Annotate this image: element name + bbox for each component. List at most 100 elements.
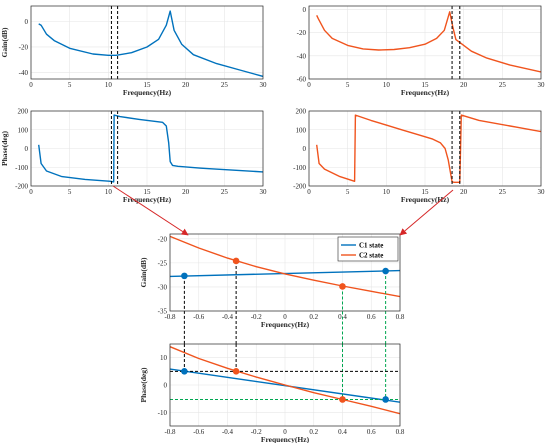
x-tick-label: 0 xyxy=(29,81,33,89)
x-tick-label: -0.2 xyxy=(251,428,263,436)
plot-content xyxy=(38,6,263,79)
x-tick-label: 0.8 xyxy=(396,428,405,436)
x-tick-label: 20 xyxy=(182,81,190,89)
x-tick-label: -0.6 xyxy=(193,313,205,321)
data-point xyxy=(339,283,346,290)
y-tick-label: 0 xyxy=(25,18,29,26)
series-line-c1 xyxy=(38,114,263,183)
x-tick-label: 5 xyxy=(346,81,350,89)
axes-frame xyxy=(169,233,401,312)
x-axis-label: Frequency(Hz) xyxy=(401,88,450,97)
x-tick-label: -0.4 xyxy=(222,428,234,436)
data-point xyxy=(232,368,240,375)
x-tick-label: 0 xyxy=(283,428,287,436)
x-tick-label: -0.6 xyxy=(193,428,205,436)
data-point xyxy=(181,272,188,280)
x-tick-label: 25 xyxy=(499,188,507,196)
zoom-arrow-left xyxy=(112,185,189,236)
y-axis-label: Phase(deg) xyxy=(139,367,148,402)
legend-box xyxy=(337,236,399,262)
y-tick-label: 200 xyxy=(296,108,307,116)
x-axis-label: Frequency(Hz) xyxy=(123,88,172,97)
y-axis-label: Gain(dB) xyxy=(0,27,9,58)
x-axis-label: Frequency(Hz) xyxy=(123,195,172,204)
axes-frame xyxy=(169,343,401,427)
x-axis-label: Frequency(Hz) xyxy=(261,320,310,329)
x-tick-label: 25 xyxy=(499,81,507,89)
series-line-c2 xyxy=(170,235,400,298)
plot-content xyxy=(170,344,400,415)
x-tick-label: 30 xyxy=(260,81,268,89)
data-point xyxy=(339,396,346,403)
series-line-c1 xyxy=(38,10,263,78)
legend-label: C2 state xyxy=(359,252,383,260)
y-tick-label: -100 xyxy=(15,164,28,172)
chart-panel-c1-phase: 0 5 10 15 20 25 30 -200 -100 0 100 200 Frequency(Hz)… xyxy=(0,108,267,205)
series-line-c2 xyxy=(316,11,541,73)
x-tick-label: 10 xyxy=(383,81,391,89)
y-tick-label: 0 xyxy=(164,382,168,390)
y-tick-label: 0 xyxy=(303,145,307,153)
y-tick-label: 0 xyxy=(25,145,29,153)
x-tick-label: 0.8 xyxy=(396,313,405,321)
y-tick-label: 0 xyxy=(303,6,307,14)
x-tick-label: 0.6 xyxy=(367,428,376,436)
axes-frame xyxy=(30,110,264,187)
y-tick-label: -200 xyxy=(293,183,306,191)
y-tick-label: -200 xyxy=(15,183,28,191)
x-tick-label: 10 xyxy=(105,81,113,89)
plot-content xyxy=(38,111,263,186)
plot-content xyxy=(316,111,541,186)
y-axis-label: Gain(dB) xyxy=(139,257,148,288)
x-tick-label: 15 xyxy=(144,81,152,89)
y-tick-label: -35 xyxy=(158,308,168,316)
x-tick-label: 15 xyxy=(422,81,430,89)
chart-panel-zoom-gain: -0.8 -0.6 -0.4 -0.2 0 0.2 0.4 0.6 0.8-35-30-25-2… xyxy=(139,233,405,351)
axes-frame xyxy=(30,5,264,80)
plot-content xyxy=(170,235,400,298)
data-point xyxy=(382,396,389,403)
series-line-c2 xyxy=(170,346,400,415)
x-tick-label: 30 xyxy=(260,188,268,196)
x-tick-label: -0.2 xyxy=(251,313,263,321)
x-tick-label: 5 xyxy=(68,81,72,89)
y-tick-label: -25 xyxy=(158,259,168,267)
chart-panel-c1-gain: 0 5 10 15 20 25 30 -40 -20 0 Frequency(Hz) Gain(dB) xyxy=(0,5,268,97)
y-tick-label: -30 xyxy=(158,283,168,291)
y-tick-label: -10 xyxy=(158,409,168,417)
plot-content xyxy=(316,6,541,79)
x-tick-label: 0.4 xyxy=(338,428,347,436)
data-point xyxy=(181,368,188,375)
x-tick-label: 0 xyxy=(307,188,311,196)
y-tick-label: 100 xyxy=(18,126,29,134)
x-tick-label: -0.8 xyxy=(164,428,176,436)
series-line-c2 xyxy=(316,114,541,183)
data-point xyxy=(382,267,389,275)
x-tick-label: 10 xyxy=(383,188,391,196)
x-axis-label: Frequency(Hz) xyxy=(401,195,450,204)
chart-panel-c2-gain: 0 5 10 15 20 25 30 -60 -40 -20 0 Frequency(Hz) xyxy=(297,5,545,97)
y-tick-label: -20 xyxy=(19,43,29,51)
y-tick-label: -40 xyxy=(297,52,307,60)
zoom-connector-arrows xyxy=(112,185,454,236)
chart-panel-c2-phase: 0 5 10 15 20 25 30 -200 -100 0 100 200 Frequency(Hz) xyxy=(293,108,545,205)
x-axis-label: Frequency(Hz) xyxy=(261,435,310,443)
x-tick-label: 5 xyxy=(346,188,350,196)
x-tick-label: 15 xyxy=(144,188,152,196)
x-tick-label: 20 xyxy=(460,188,468,196)
x-tick-label: 30 xyxy=(538,188,546,196)
y-tick-label: -100 xyxy=(293,164,306,172)
x-tick-label: 0.2 xyxy=(309,428,318,436)
x-tick-label: 20 xyxy=(460,81,468,89)
legend: C1 state C2 state xyxy=(337,236,399,262)
x-tick-label: 25 xyxy=(221,81,229,89)
zoom-arrow-right xyxy=(399,189,454,236)
y-tick-label: 200 xyxy=(18,108,29,116)
x-tick-label: 0 xyxy=(29,188,33,196)
x-tick-label: 0 xyxy=(307,81,311,89)
x-tick-label: 0 xyxy=(283,313,287,321)
y-tick-label: -40 xyxy=(19,69,29,77)
data-point xyxy=(232,257,240,265)
y-tick-label: -20 xyxy=(158,235,168,243)
y-axis-label: Phase(deg) xyxy=(0,131,9,166)
